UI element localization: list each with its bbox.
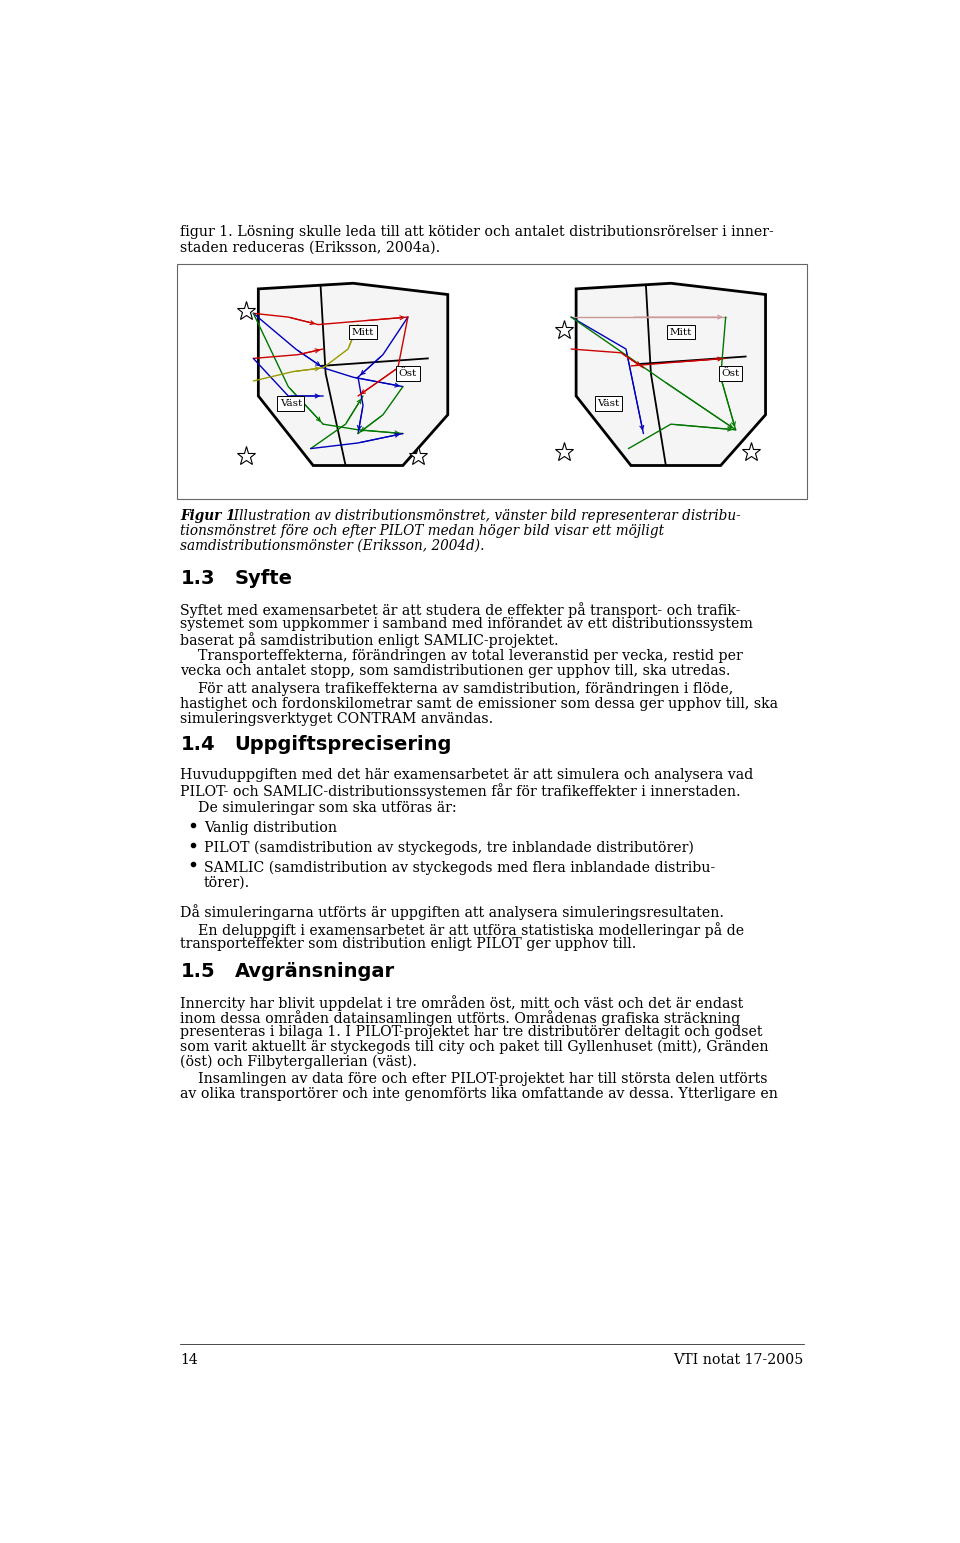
Text: PILOT (samdistribution av styckegods, tre inblandade distributörer): PILOT (samdistribution av styckegods, tr…	[204, 841, 693, 855]
Text: törer).: törer).	[204, 875, 250, 889]
Text: Då simuleringarna utförts är uppgiften att analysera simuleringsresultaten.: Då simuleringarna utförts är uppgiften a…	[180, 904, 725, 920]
Text: som varit aktuellt är styckegods till city och paket till Gyllenhuset (mitt), Gr: som varit aktuellt är styckegods till ci…	[180, 1040, 769, 1054]
Text: (öst) och Filbytergallerian (väst).: (öst) och Filbytergallerian (väst).	[180, 1055, 418, 1069]
Text: För att analysera trafikeffekterna av samdistribution, förändringen i flöde,: För att analysera trafikeffekterna av sa…	[180, 682, 733, 696]
Text: 14: 14	[180, 1353, 198, 1367]
Text: Transporteffekterna, förändringen av total leveranstid per vecka, restid per: Transporteffekterna, förändringen av tot…	[180, 650, 743, 663]
Text: Uppgiftsprecisering: Uppgiftsprecisering	[234, 736, 452, 755]
Text: simuleringsverktyget CONTRAM användas.: simuleringsverktyget CONTRAM användas.	[180, 711, 493, 725]
Text: Väst: Väst	[279, 400, 301, 407]
Text: Syftet med examensarbetet är att studera de effekter på transport- och trafik-: Syftet med examensarbetet är att studera…	[180, 602, 741, 619]
Text: Mitt: Mitt	[670, 327, 692, 336]
Text: Innercity har blivit uppdelat i tre områden öst, mitt och väst och det är endast: Innercity har blivit uppdelat i tre områ…	[180, 995, 744, 1011]
Text: Huvuduppgiften med det här examensarbetet är att simulera och analysera vad: Huvuduppgiften med det här examensarbete…	[180, 768, 754, 782]
Bar	[177, 264, 807, 500]
Text: inom dessa områden datainsamlingen utförts. Områdenas grafiska sträckning: inom dessa områden datainsamlingen utför…	[180, 1009, 741, 1026]
Text: Vanlig distribution: Vanlig distribution	[204, 821, 337, 835]
Text: Öst: Öst	[722, 369, 740, 378]
Text: Väst: Väst	[597, 400, 619, 407]
Text: systemet som uppkommer i samband med införandet av ett distributionssystem: systemet som uppkommer i samband med inf…	[180, 617, 754, 631]
Text: 1.3: 1.3	[180, 569, 215, 588]
Text: Illustration av distributionsmönstret, vänster bild representerar distribu-: Illustration av distributionsmönstret, v…	[226, 509, 741, 523]
Text: hastighet och fordonskilometrar samt de emissioner som dessa ger upphov till, sk: hastighet och fordonskilometrar samt de …	[180, 697, 779, 711]
Text: Avgränsningar: Avgränsningar	[234, 961, 395, 981]
Text: VTI notat 17-2005: VTI notat 17-2005	[673, 1353, 804, 1367]
Text: En deluppgift i examensarbetet är att utföra statistiska modelleringar på de: En deluppgift i examensarbetet är att ut…	[180, 921, 745, 938]
Text: 1.5: 1.5	[180, 961, 215, 981]
Text: Figur 1: Figur 1	[180, 509, 236, 523]
Text: presenteras i bilaga 1. I PILOT-projektet har tre distributörer deltagit och god: presenteras i bilaga 1. I PILOT-projekte…	[180, 1025, 763, 1038]
Text: tionsmönstret före och efter PILOT medan höger bild visar ett möjligt: tionsmönstret före och efter PILOT medan…	[180, 523, 664, 537]
Text: av olika transportörer och inte genomförts lika omfattande av dessa. Ytterligare: av olika transportörer och inte genomför…	[180, 1088, 779, 1102]
Text: SAMLIC (samdistribution av styckegods med flera inblandade distribu-: SAMLIC (samdistribution av styckegods me…	[204, 861, 715, 875]
Text: Öst: Öst	[398, 369, 417, 378]
Text: baserat på samdistribution enligt SAMLIC-projektet.: baserat på samdistribution enligt SAMLIC…	[180, 633, 559, 648]
Text: vecka och antalet stopp, som samdistributionen ger upphov till, ska utredas.: vecka och antalet stopp, som samdistribu…	[180, 665, 731, 679]
Text: De simuleringar som ska utföras är:: De simuleringar som ska utföras är:	[180, 801, 457, 815]
Text: PILOT- och SAMLIC-distributionssystemen får för trafikeffekter i innerstaden.: PILOT- och SAMLIC-distributionssystemen …	[180, 784, 741, 799]
Text: transporteffekter som distribution enligt PILOT ger upphov till.: transporteffekter som distribution enlig…	[180, 937, 636, 950]
Text: samdistributionsmönster (Eriksson, 2004d).: samdistributionsmönster (Eriksson, 2004d…	[180, 539, 485, 552]
Text: Syfte: Syfte	[234, 569, 293, 588]
Text: Mitt: Mitt	[351, 327, 374, 336]
Text: figur 1. Lösning skulle leda till att kötider och antalet distributionsrörelser : figur 1. Lösning skulle leda till att kö…	[180, 225, 774, 239]
Text: 1.4: 1.4	[180, 736, 215, 755]
Text: staden reduceras (Eriksson, 2004a).: staden reduceras (Eriksson, 2004a).	[180, 241, 441, 255]
Text: Insamlingen av data före och efter PILOT-projektet har till största delen utfört: Insamlingen av data före och efter PILOT…	[180, 1072, 768, 1086]
Polygon shape	[258, 284, 447, 466]
Polygon shape	[576, 284, 765, 466]
